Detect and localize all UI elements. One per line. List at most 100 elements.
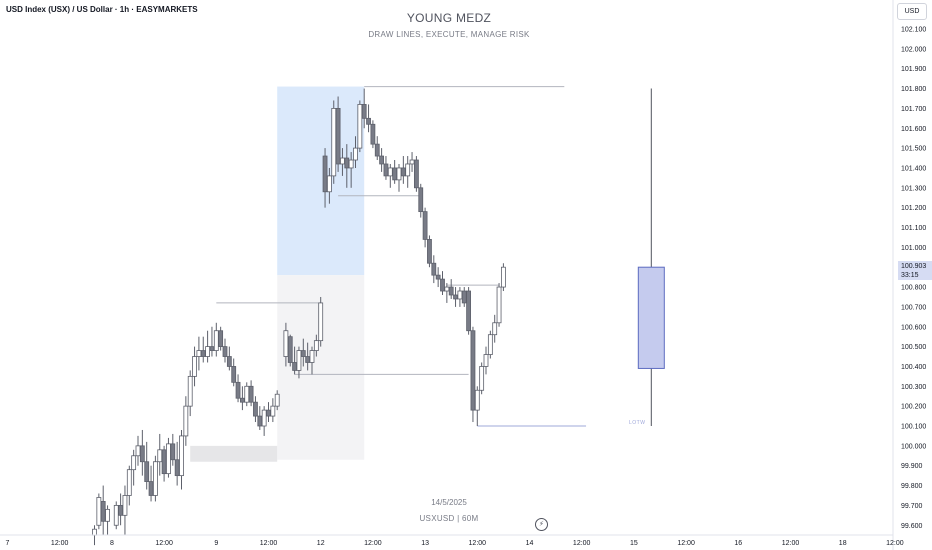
time-tick-label: 12:00: [573, 540, 591, 547]
candle: [313, 334, 319, 357]
candle-body: [483, 354, 489, 367]
candle: [157, 433, 163, 476]
candle: [431, 255, 437, 284]
candle-body: [148, 481, 154, 496]
projection-body[interactable]: [637, 266, 665, 369]
candle: [166, 437, 171, 478]
candle: [474, 386, 480, 426]
lightning-bolt-icon[interactable]: ⚡: [535, 518, 548, 531]
candle: [427, 235, 432, 268]
candle: [170, 433, 176, 466]
bar-countdown: 33:15: [901, 272, 919, 279]
blue-zone[interactable]: [277, 86, 365, 276]
candle: [335, 96, 341, 172]
price-tick-label: 102.100: [901, 27, 926, 34]
candles-layer: [92, 88, 506, 546]
candle: [257, 406, 263, 430]
candle: [261, 406, 267, 436]
candle-body: [487, 334, 493, 355]
candle-body: [474, 389, 480, 411]
candle-body: [374, 143, 380, 157]
candle: [200, 336, 206, 363]
candle: [161, 445, 167, 482]
symbol-title[interactable]: USD Index (USX) / US Dollar · 1h · EASYM…: [6, 5, 198, 14]
price-tick-label: 100.600: [901, 324, 926, 331]
time-tick-label: 16: [734, 540, 742, 547]
time-tick-label: 9: [214, 540, 218, 547]
time-tick-label: 12:00: [155, 540, 173, 547]
small-gray-zone[interactable]: [190, 445, 278, 462]
candle: [374, 136, 380, 161]
candle-body: [274, 393, 280, 407]
candle: [183, 396, 189, 446]
candle-body: [496, 286, 502, 324]
current-price: 100.903: [901, 263, 927, 270]
candle-body: [235, 381, 241, 399]
candle: [222, 338, 228, 363]
candle: [205, 330, 211, 363]
candle: [422, 207, 428, 248]
candle-body: [218, 330, 224, 348]
candle-body: [92, 528, 97, 536]
candle-body: [183, 405, 189, 437]
candle-body: [105, 508, 110, 522]
currency-button[interactable]: USD: [897, 3, 927, 20]
candle: [192, 346, 197, 387]
candle-body: [213, 330, 219, 351]
candle: [105, 505, 110, 536]
candle: [353, 136, 358, 168]
candle: [266, 402, 271, 423]
candle-body: [248, 385, 254, 403]
price-tick-label: 101.400: [901, 165, 926, 172]
candle: [113, 501, 119, 530]
candle-body: [379, 155, 385, 165]
candle-body: [118, 504, 123, 516]
candle-body: [366, 117, 371, 125]
candle-body: [392, 167, 398, 181]
time-tick-label: 12:00: [886, 540, 904, 547]
price-tick-label: 99.800: [901, 483, 923, 490]
price-tick-label: 100.500: [901, 344, 926, 351]
candle-body: [253, 401, 258, 417]
candle-body: [244, 385, 250, 403]
candle-body: [296, 350, 302, 371]
candle: [248, 380, 254, 407]
price-tick-label: 101.900: [901, 66, 926, 73]
candle-body: [179, 435, 184, 477]
candle: [418, 183, 424, 218]
candle: [135, 435, 141, 466]
price-tick-label: 100.400: [901, 364, 926, 371]
candle-body: [139, 445, 145, 463]
candle: [400, 156, 406, 184]
candle-body: [113, 504, 119, 526]
candle-body: [492, 322, 498, 336]
candle-body: [161, 449, 167, 475]
candle-body: [122, 495, 128, 516]
candle: [413, 156, 419, 192]
candle-body: [353, 147, 358, 161]
candle-body: [335, 108, 341, 165]
candle-body: [422, 211, 428, 240]
candle-body: [500, 266, 506, 288]
candle: [126, 465, 132, 506]
candle: [209, 326, 215, 357]
candle-body: [174, 459, 180, 477]
price-tick-label: 100.300: [901, 384, 926, 391]
candle: [487, 330, 493, 359]
candle-body: [239, 397, 245, 403]
candle: [235, 374, 241, 403]
candle: [118, 493, 123, 526]
candle-body: [461, 290, 467, 304]
candle-body: [440, 278, 445, 292]
candle: [179, 429, 184, 490]
candle: [448, 279, 454, 299]
candle-body: [170, 443, 176, 461]
time-tick-label: 7: [6, 540, 10, 547]
candle-body: [187, 375, 193, 407]
candle-body: [205, 346, 211, 357]
candle: [226, 346, 232, 371]
price-tick-label: 99.700: [901, 503, 923, 510]
candle-body: [257, 415, 263, 427]
